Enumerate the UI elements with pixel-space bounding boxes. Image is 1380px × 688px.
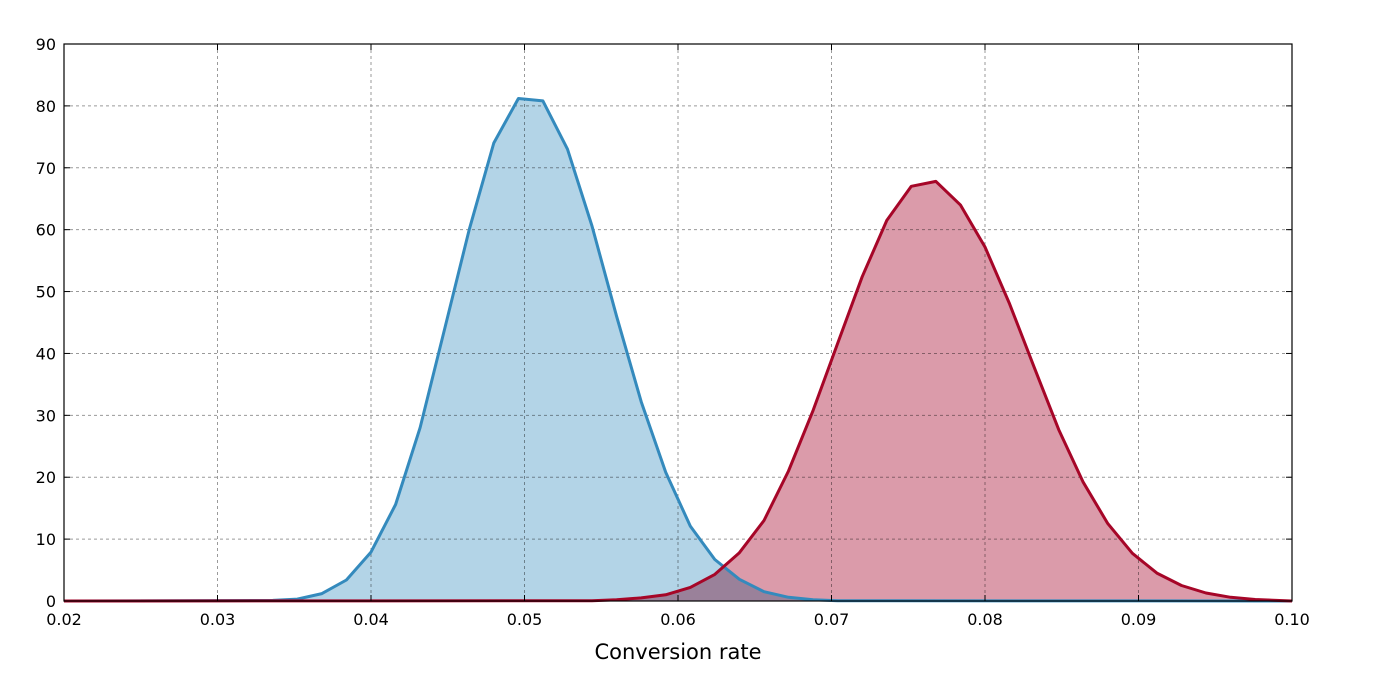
series-1-line (63, 97, 1293, 603)
y-tick-label: 30 (36, 406, 56, 425)
x-axis-label: Conversion rate (594, 640, 761, 664)
y-tick-label: 40 (36, 344, 56, 363)
x-tick-label: 0.10 (1274, 610, 1310, 629)
series-2-line (63, 179, 1293, 603)
series-2-area (64, 181, 1292, 601)
y-tick-label: 20 (36, 468, 56, 487)
x-tick-label: 0.04 (353, 610, 389, 629)
x-tick-label: 0.07 (814, 610, 850, 629)
y-tick-label: 50 (36, 283, 56, 302)
y-tick-label: 80 (36, 97, 56, 116)
series-lines (63, 97, 1293, 603)
y-tick-label: 60 (36, 221, 56, 240)
y-tick-labels: 0 10 20 30 40 50 60 70 80 90 (36, 35, 56, 611)
x-tick-label: 0.02 (46, 610, 82, 629)
x-tick-labels: 0.02 0.03 0.04 0.05 0.06 0.07 0.08 0.09 0.10 (46, 610, 1310, 629)
y-tick-label: 90 (36, 35, 56, 54)
x-tick-label: 0.08 (967, 610, 1003, 629)
x-tick-label: 0.03 (200, 610, 236, 629)
ticks (63, 43, 1293, 602)
y-tick-label: 10 (36, 530, 56, 549)
x-tick-label: 0.06 (660, 610, 696, 629)
x-tick-label: 0.05 (507, 610, 543, 629)
y-tick-label: 70 (36, 159, 56, 178)
y-tick-label: 0 (46, 592, 56, 611)
x-tick-label: 0.09 (1121, 610, 1157, 629)
